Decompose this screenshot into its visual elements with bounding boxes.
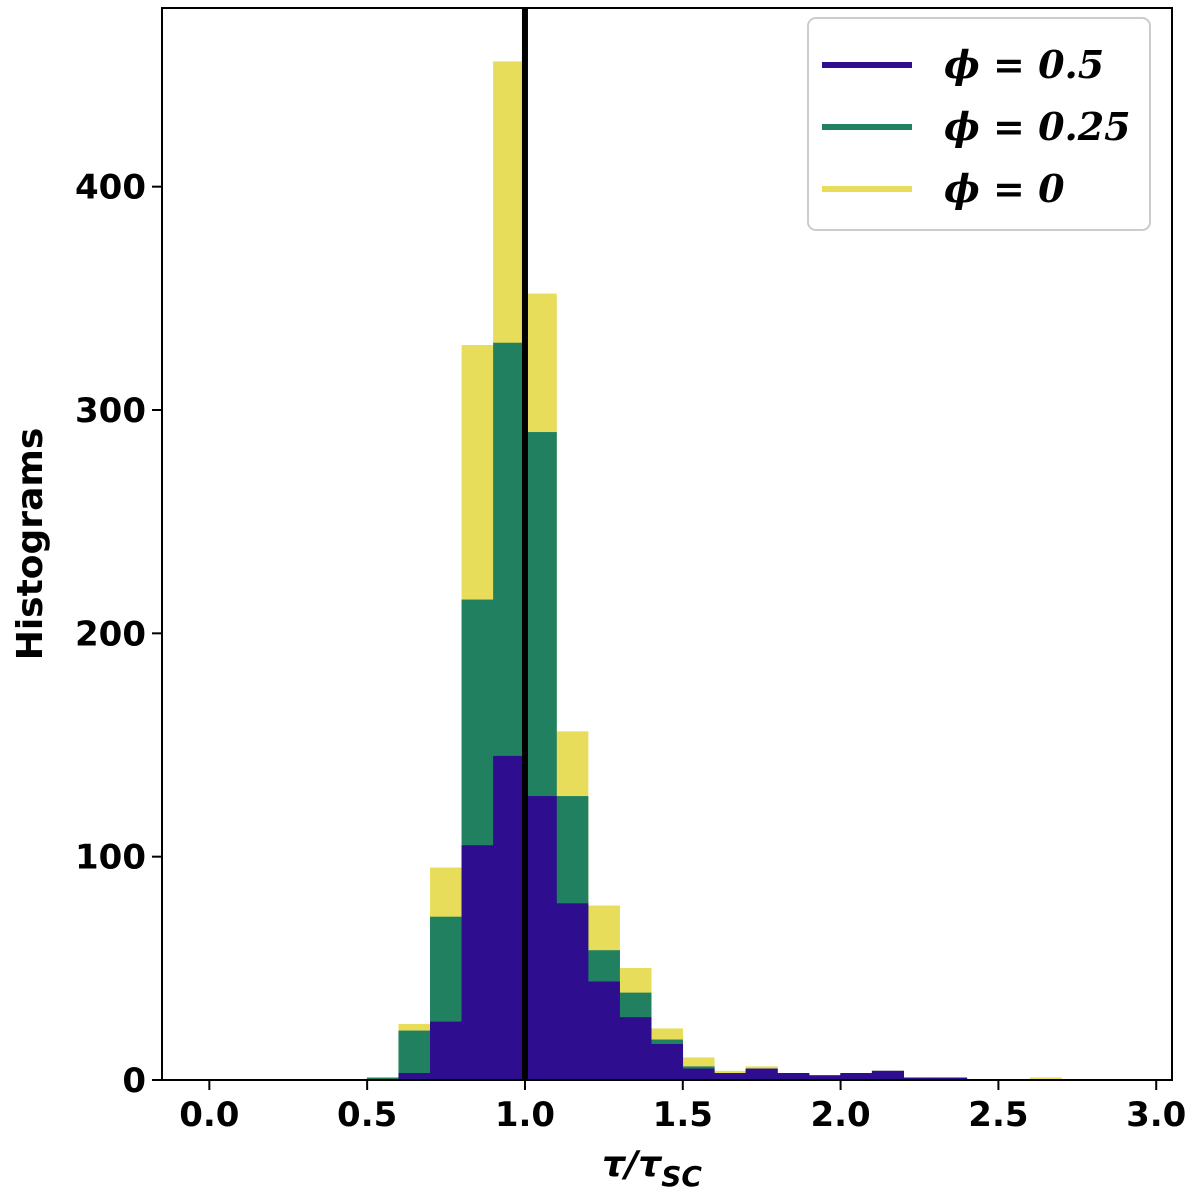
x-tick-label: 3.0	[1126, 1095, 1186, 1135]
y-tick-label: 200	[75, 614, 146, 654]
legend-label: ϕ = 0	[944, 166, 1065, 211]
bar	[777, 1073, 810, 1081]
bar	[556, 903, 589, 1081]
x-tick-label: 1.0	[495, 1095, 555, 1135]
bar	[587, 981, 620, 1081]
y-tick-label: 300	[75, 391, 146, 431]
x-tick-label: 0.5	[337, 1095, 397, 1135]
x-tick-label: 0.0	[179, 1095, 239, 1135]
x-tick-label: 2.5	[968, 1095, 1028, 1135]
y-tick-label: 400	[75, 168, 146, 208]
y-axis-ticks: 0 100 200 300 400	[75, 168, 162, 1101]
bar	[871, 1070, 904, 1081]
bar	[840, 1073, 873, 1081]
bars-group	[366, 61, 1062, 1081]
bar	[524, 796, 557, 1081]
y-tick-label: 100	[75, 838, 146, 878]
x-axis-title-main: τ/τ	[602, 1144, 663, 1185]
y-axis-title: Histograms	[10, 428, 51, 661]
bar	[493, 755, 526, 1081]
legend-label: ϕ = 0.5	[944, 42, 1104, 87]
bar	[398, 1030, 431, 1081]
bar	[714, 1073, 747, 1081]
bar	[745, 1068, 778, 1081]
x-axis-title-subscript: SC	[661, 1160, 702, 1193]
bar	[461, 845, 494, 1081]
x-tick-label: 1.5	[653, 1095, 713, 1135]
bar	[619, 1017, 652, 1081]
x-axis-ticks: 0.0 0.5 1.0 1.5 2.0 2.5 3.0	[179, 1080, 1186, 1135]
legend-label: ϕ = 0.25	[944, 104, 1131, 149]
legend-box	[807, 17, 1151, 231]
x-axis-title: τ/τSC	[602, 1144, 702, 1193]
y-tick-label: 0	[122, 1061, 146, 1101]
bar	[682, 1068, 715, 1081]
legend: ϕ = 0.5 ϕ = 0.25 ϕ = 0	[807, 17, 1151, 231]
bar	[650, 1044, 684, 1081]
plot-frame	[161, 7, 1173, 1081]
bar	[430, 1021, 463, 1081]
bar	[398, 1073, 431, 1081]
x-tick-label: 2.0	[810, 1095, 870, 1135]
